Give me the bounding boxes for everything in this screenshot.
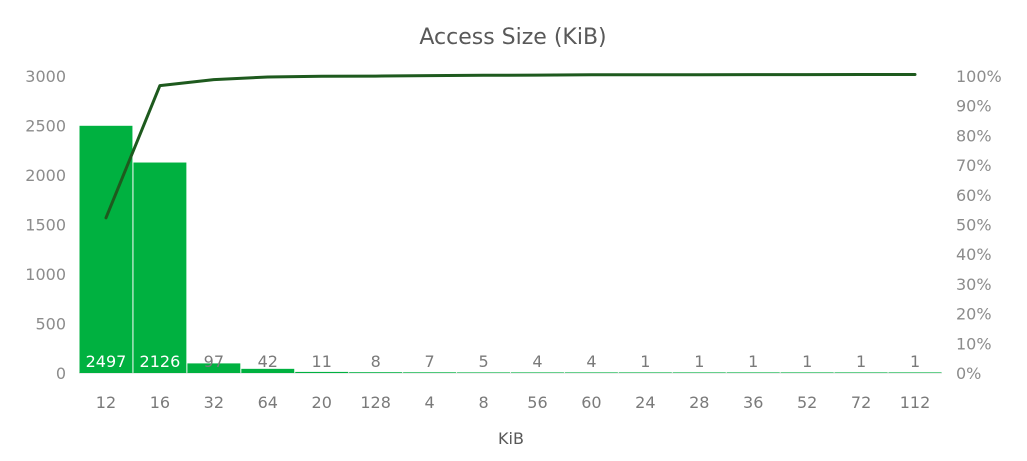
bar <box>403 372 457 373</box>
right-tick-label: 90% <box>956 97 992 116</box>
bar <box>834 372 888 373</box>
bar <box>457 372 510 373</box>
left-axis: 0 500 1000 1500 2000 2500 3000 <box>25 67 66 383</box>
left-tick-label: 2000 <box>25 166 66 185</box>
x-tick-label: 16 <box>150 393 170 412</box>
data-labels: 2497 2126 97 42 11 8 7 5 4 4 1 1 1 1 1 1 <box>86 352 921 371</box>
x-tick-label: 32 <box>204 393 224 412</box>
data-label: 1 <box>910 352 920 371</box>
bar <box>187 363 241 373</box>
right-tick-label: 20% <box>956 305 992 324</box>
data-label: 4 <box>586 352 596 371</box>
bar <box>349 372 403 373</box>
right-tick-label: 0% <box>956 364 981 383</box>
data-label: 11 <box>312 352 332 371</box>
data-label: 1 <box>640 352 650 371</box>
bar <box>726 372 780 373</box>
left-tick-label: 500 <box>35 315 66 334</box>
bar <box>295 371 349 373</box>
bar <box>888 372 942 373</box>
x-tick-label: 128 <box>360 393 391 412</box>
x-tick-label: 20 <box>312 393 332 412</box>
x-tick-label: 12 <box>96 393 116 412</box>
right-tick-label: 80% <box>956 126 992 145</box>
x-tick-label: 52 <box>797 393 817 412</box>
data-label: 4 <box>532 352 542 371</box>
data-label: 1 <box>748 352 758 371</box>
data-label: 2126 <box>140 352 181 371</box>
left-tick-label: 2500 <box>25 117 66 136</box>
data-label: 5 <box>478 352 488 371</box>
x-tick-label: 28 <box>689 393 709 412</box>
data-label: 1 <box>802 352 812 371</box>
chart-title: Access Size (KiB) <box>419 25 606 50</box>
right-tick-label: 10% <box>956 334 992 353</box>
x-tick-label: 64 <box>258 393 278 412</box>
left-tick-label: 1500 <box>25 216 66 235</box>
x-tick-label: 112 <box>900 393 931 412</box>
x-tick-label: 8 <box>478 393 488 412</box>
right-axis: 0% 10% 20% 30% 40% 50% 60% 70% 80% 90% 100% <box>956 67 1002 383</box>
bar <box>780 372 834 373</box>
x-tick-label: 72 <box>851 393 871 412</box>
bar <box>564 372 618 373</box>
x-tick-label: 4 <box>425 393 435 412</box>
bar <box>79 125 133 373</box>
bar-series <box>79 125 942 373</box>
x-tick-label: 60 <box>581 393 601 412</box>
line-series <box>104 73 917 220</box>
right-tick-label: 50% <box>956 216 992 235</box>
data-label: 8 <box>371 352 381 371</box>
bar <box>618 372 672 373</box>
x-tick-label: 36 <box>743 393 763 412</box>
left-tick-label: 3000 <box>25 67 66 86</box>
bar <box>133 162 187 373</box>
bar <box>672 372 726 373</box>
x-tick-label: 24 <box>635 393 655 412</box>
right-tick-label: 60% <box>956 186 992 205</box>
right-tick-label: 40% <box>956 245 992 264</box>
x-axis: 12 16 32 64 20 128 4 8 56 60 24 28 36 52 72 112 <box>96 393 931 412</box>
cumulative-line <box>104 73 917 220</box>
data-label: 42 <box>258 352 278 371</box>
bar <box>241 368 295 373</box>
left-tick-label: 1000 <box>25 265 66 284</box>
data-label: 7 <box>425 352 435 371</box>
right-tick-label: 70% <box>956 156 992 175</box>
data-label: 2497 <box>86 352 127 371</box>
data-label: 97 <box>204 352 224 371</box>
x-tick-label: 56 <box>527 393 547 412</box>
data-label: 1 <box>856 352 866 371</box>
x-axis-title: KiB <box>498 429 524 448</box>
right-tick-label: 100% <box>956 67 1002 86</box>
data-label: 1 <box>694 352 704 371</box>
bar <box>511 372 564 373</box>
right-tick-label: 30% <box>956 275 992 294</box>
left-tick-label: 0 <box>56 364 66 383</box>
